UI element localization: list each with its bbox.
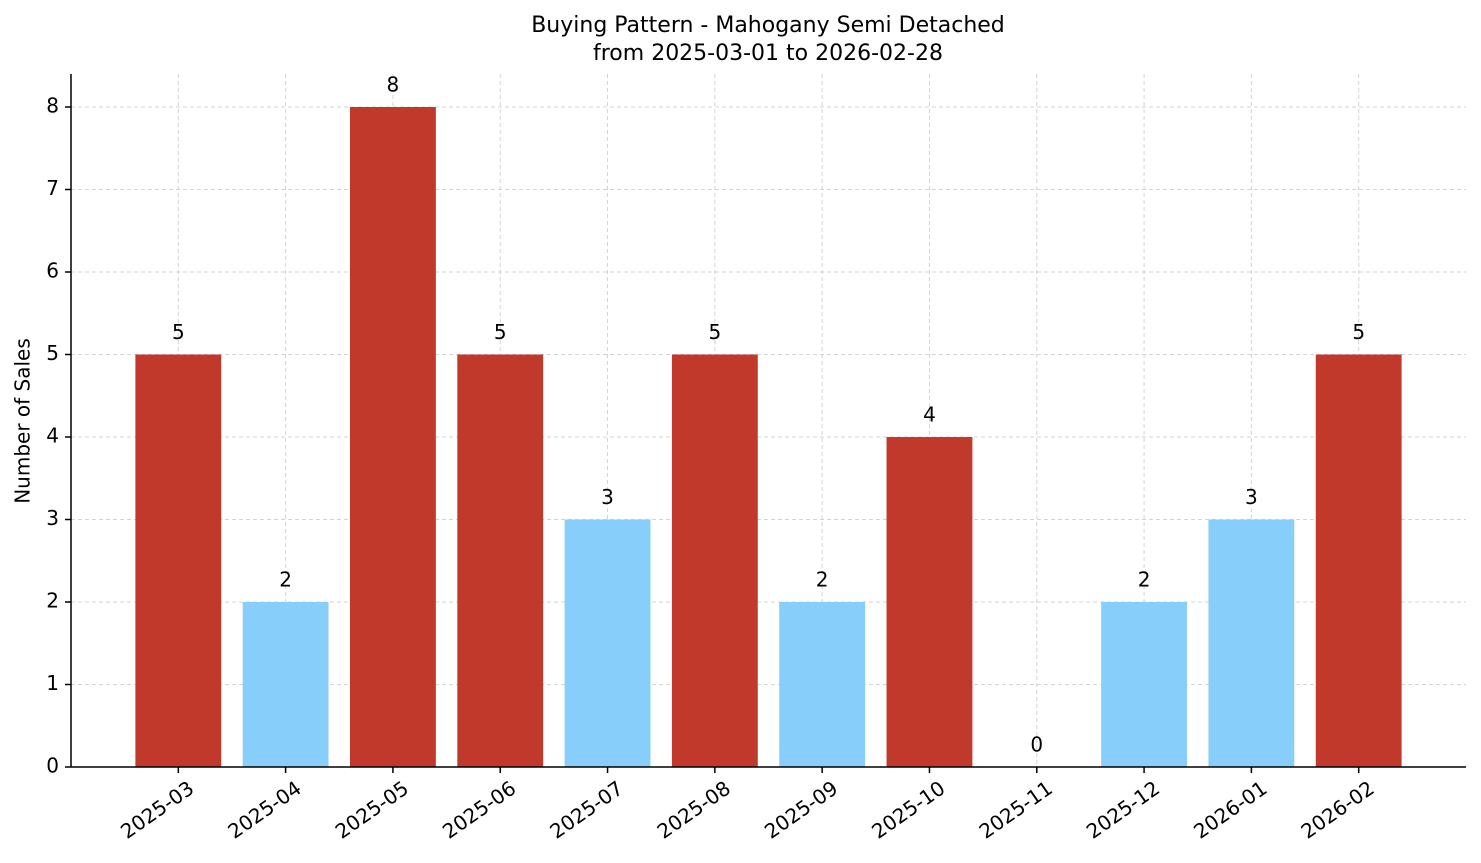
value-label: 8 [387, 73, 400, 97]
x-tick-label: 2026-02 [1296, 776, 1378, 844]
bar [350, 107, 436, 767]
y-tick-label: 8 [46, 94, 59, 118]
y-tick-label: 7 [46, 176, 59, 200]
x-tick-label: 2025-10 [867, 776, 949, 844]
x-tick-label: 2025-06 [438, 776, 520, 844]
bar [457, 354, 544, 767]
y-axis-label: Number of Sales [11, 338, 35, 504]
y-tick-label: 4 [46, 424, 59, 448]
value-label: 2 [816, 568, 829, 592]
value-label: 5 [494, 320, 507, 344]
y-tick-label: 6 [46, 259, 59, 283]
bar [135, 354, 222, 767]
y-tick-label: 3 [46, 506, 59, 530]
x-tick-label: 2025-11 [975, 776, 1057, 844]
chart-subtitle: from 2025-03-01 to 2026-02-28 [593, 41, 943, 66]
y-tick-label: 0 [46, 754, 59, 778]
value-label: 2 [279, 568, 292, 592]
x-tick-label: 2025-03 [116, 776, 198, 844]
bar [242, 602, 329, 767]
value-label: 3 [601, 485, 614, 509]
bar [1208, 519, 1295, 767]
bar [671, 354, 758, 767]
value-label: 5 [172, 320, 185, 344]
value-label: 2 [1138, 568, 1151, 592]
bar [1101, 602, 1187, 767]
x-tick-label: 2025-05 [331, 776, 413, 844]
x-tick-label: 2025-07 [545, 776, 627, 844]
value-label: 3 [1245, 485, 1258, 509]
chart-title: Buying Pattern - Mahogany Semi Detached [531, 13, 1005, 38]
y-tick-label: 2 [46, 589, 59, 613]
y-tick-label: 5 [46, 341, 59, 365]
value-label: 4 [923, 403, 936, 427]
x-tick-label: 2025-12 [1082, 776, 1164, 844]
x-tick-label: 2025-08 [653, 776, 735, 844]
value-label: 5 [708, 320, 721, 344]
bar [779, 602, 866, 767]
bar [886, 437, 973, 767]
x-tick-label: 2025-04 [223, 776, 305, 844]
bar [1315, 354, 1402, 767]
x-tick-label: 2025-09 [760, 776, 842, 844]
x-tick-label: 2026-01 [1189, 776, 1271, 844]
y-tick-label: 1 [46, 671, 59, 695]
bar [564, 519, 651, 767]
value-label: 0 [1030, 733, 1043, 757]
value-label: 5 [1352, 320, 1365, 344]
